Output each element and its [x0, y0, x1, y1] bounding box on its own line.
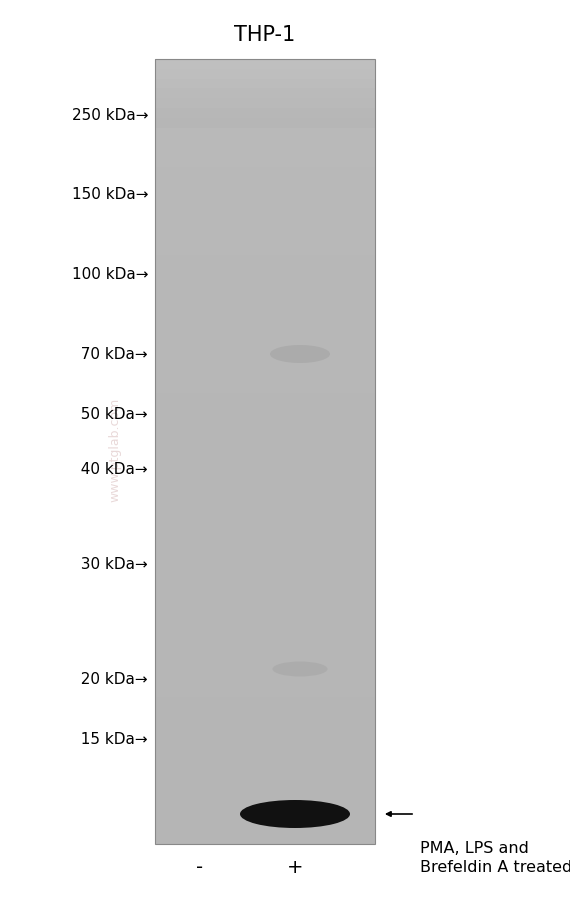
Bar	[155, 550, 375, 560]
Bar	[155, 198, 375, 207]
Bar	[155, 295, 375, 306]
Text: 20 kDa→: 20 kDa→	[71, 672, 148, 686]
Bar	[155, 482, 375, 492]
Bar	[155, 629, 375, 639]
Bar	[155, 726, 375, 737]
Bar	[155, 776, 375, 786]
Bar	[155, 824, 375, 834]
Bar	[155, 530, 375, 540]
Bar	[155, 148, 375, 159]
Bar	[155, 423, 375, 433]
Bar	[155, 570, 375, 580]
Bar	[155, 795, 375, 805]
Text: 70 kDa→: 70 kDa→	[71, 347, 148, 362]
Bar	[155, 609, 375, 619]
Bar	[155, 119, 375, 129]
Bar	[155, 834, 375, 844]
Bar	[155, 373, 375, 384]
Text: 250 kDa→: 250 kDa→	[71, 107, 148, 123]
Ellipse shape	[240, 800, 350, 828]
Bar	[155, 432, 375, 443]
Text: www.ptglab.com: www.ptglab.com	[108, 398, 121, 502]
Bar	[155, 815, 375, 825]
Bar	[155, 354, 375, 364]
Bar	[155, 129, 375, 139]
Bar	[155, 511, 375, 521]
Bar	[155, 589, 375, 600]
Bar	[155, 736, 375, 747]
Bar	[155, 207, 375, 217]
Bar	[155, 520, 375, 531]
Bar	[155, 60, 375, 844]
Bar	[155, 579, 375, 590]
Bar	[155, 717, 375, 727]
Bar	[155, 805, 375, 815]
Bar	[155, 256, 375, 266]
Bar	[155, 69, 375, 80]
Text: 40 kDa→: 40 kDa→	[71, 462, 148, 477]
Bar	[155, 325, 375, 335]
Bar	[155, 364, 375, 374]
Bar	[155, 89, 375, 99]
Text: PMA, LPS and
Brefeldin A treated: PMA, LPS and Brefeldin A treated	[420, 840, 570, 874]
Bar	[155, 305, 375, 316]
Bar	[155, 766, 375, 776]
Bar	[155, 79, 375, 90]
Bar	[155, 266, 375, 276]
Bar	[155, 687, 375, 697]
Bar	[155, 786, 375, 796]
Bar	[155, 216, 375, 227]
Text: +: +	[287, 858, 303, 877]
Bar	[155, 472, 375, 482]
Bar	[155, 109, 375, 119]
Bar	[155, 99, 375, 109]
Bar	[155, 599, 375, 610]
Text: 30 kDa→: 30 kDa→	[71, 557, 148, 572]
Bar	[155, 560, 375, 570]
Bar	[155, 658, 375, 668]
Bar	[155, 403, 375, 413]
Bar	[155, 648, 375, 658]
Bar	[155, 540, 375, 550]
Bar	[155, 677, 375, 687]
Bar	[155, 639, 375, 649]
Text: -: -	[197, 858, 203, 877]
Bar	[155, 492, 375, 502]
Bar	[155, 746, 375, 757]
Bar	[155, 442, 375, 453]
Bar	[155, 188, 375, 198]
Bar	[155, 178, 375, 188]
Bar	[155, 60, 375, 70]
Text: 50 kDa→: 50 kDa→	[71, 407, 148, 422]
Bar	[155, 285, 375, 296]
Bar	[155, 158, 375, 169]
Ellipse shape	[272, 662, 328, 676]
Bar	[155, 168, 375, 178]
Bar	[155, 413, 375, 423]
Bar	[155, 335, 375, 345]
Bar	[155, 697, 375, 707]
Text: THP-1: THP-1	[234, 25, 296, 45]
Bar	[155, 756, 375, 766]
Bar	[155, 345, 375, 354]
Bar	[155, 276, 375, 286]
Bar	[155, 393, 375, 403]
Text: 150 kDa→: 150 kDa→	[71, 188, 148, 202]
Bar	[155, 462, 375, 472]
Bar	[155, 619, 375, 629]
Bar	[155, 138, 375, 149]
Text: 100 kDa→: 100 kDa→	[71, 267, 148, 282]
Bar	[155, 236, 375, 246]
Bar	[155, 226, 375, 237]
Text: 15 kDa→: 15 kDa→	[71, 732, 148, 747]
Bar	[155, 452, 375, 463]
Bar	[155, 383, 375, 393]
Bar	[155, 707, 375, 717]
Bar	[155, 667, 375, 678]
Ellipse shape	[270, 345, 330, 364]
Bar	[155, 501, 375, 511]
Bar	[155, 315, 375, 325]
Bar	[155, 246, 375, 256]
